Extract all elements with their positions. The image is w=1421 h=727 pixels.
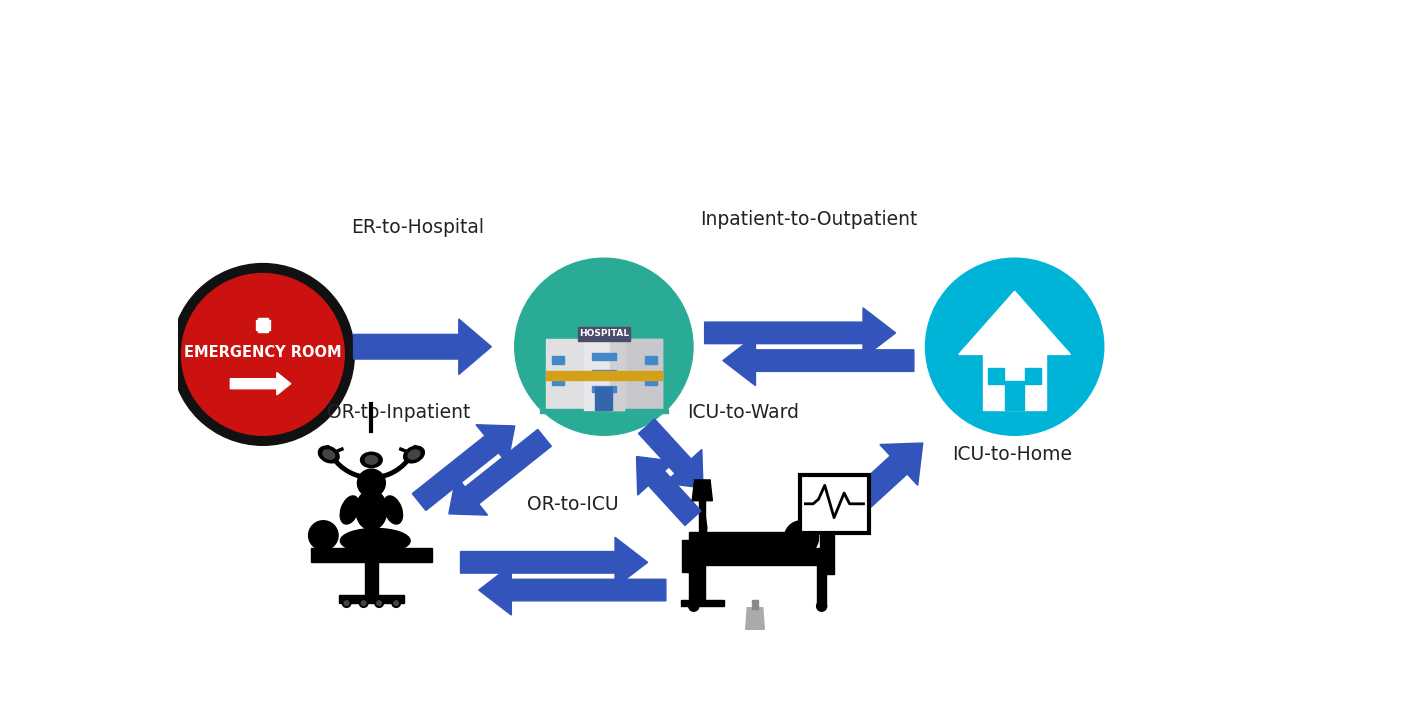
FancyArrow shape	[638, 419, 703, 488]
Ellipse shape	[404, 446, 425, 463]
Bar	[593, 369, 615, 376]
Bar	[988, 369, 1003, 384]
Bar	[338, 595, 404, 603]
Circle shape	[308, 521, 338, 550]
Ellipse shape	[318, 446, 340, 463]
Bar	[1005, 381, 1025, 410]
Circle shape	[361, 601, 367, 606]
Bar	[551, 377, 564, 385]
Ellipse shape	[384, 496, 402, 524]
Bar	[546, 339, 662, 410]
Bar	[546, 371, 662, 380]
Text: ER-to-Hospital: ER-to-Hospital	[351, 218, 485, 237]
Text: ICU-to-Home: ICU-to-Home	[952, 445, 1073, 464]
Bar	[593, 353, 615, 360]
Circle shape	[377, 601, 381, 606]
Bar	[551, 356, 564, 364]
Ellipse shape	[323, 450, 335, 459]
Bar	[817, 561, 826, 605]
FancyArrow shape	[412, 425, 514, 510]
Bar	[256, 320, 270, 330]
Text: ICU-to-Ward: ICU-to-Ward	[688, 403, 800, 422]
Ellipse shape	[355, 490, 387, 530]
FancyArrow shape	[460, 537, 648, 587]
Bar	[257, 318, 269, 332]
Circle shape	[172, 264, 354, 446]
Text: OR-to-Inpatient: OR-to-Inpatient	[327, 403, 470, 422]
Text: OR-to-ICU: OR-to-ICU	[527, 495, 618, 514]
Bar	[365, 561, 378, 598]
Circle shape	[344, 601, 350, 606]
Text: EMERGENCY ROOM: EMERGENCY ROOM	[185, 345, 341, 361]
Circle shape	[392, 599, 401, 607]
Text: HOSPITAL: HOSPITAL	[578, 329, 630, 338]
FancyArrow shape	[479, 565, 666, 615]
Circle shape	[182, 273, 344, 435]
Circle shape	[360, 599, 368, 607]
Circle shape	[817, 601, 827, 611]
Bar	[610, 329, 624, 410]
Bar	[540, 409, 668, 412]
Bar	[983, 355, 1046, 410]
Polygon shape	[692, 480, 712, 501]
Ellipse shape	[365, 456, 378, 464]
Bar	[595, 387, 612, 410]
Bar	[689, 531, 814, 553]
Polygon shape	[959, 292, 1070, 355]
FancyArrow shape	[637, 457, 701, 526]
FancyArrow shape	[354, 319, 492, 374]
Bar	[681, 600, 725, 606]
Bar	[645, 356, 657, 364]
Ellipse shape	[340, 496, 360, 524]
Bar	[1026, 369, 1042, 384]
Polygon shape	[746, 608, 764, 630]
Circle shape	[925, 258, 1104, 435]
FancyArrow shape	[723, 336, 914, 385]
Bar	[682, 540, 695, 572]
FancyArrow shape	[705, 308, 895, 358]
Bar	[593, 386, 615, 392]
Bar	[752, 600, 757, 609]
Bar	[685, 547, 833, 565]
Bar	[689, 561, 699, 605]
Bar	[820, 534, 834, 574]
Text: Inpatient-to-Outpatient: Inpatient-to-Outpatient	[701, 210, 918, 229]
Ellipse shape	[408, 450, 419, 459]
Ellipse shape	[341, 529, 411, 553]
Circle shape	[375, 599, 384, 607]
Circle shape	[784, 521, 818, 555]
Ellipse shape	[361, 452, 382, 467]
Circle shape	[394, 601, 398, 606]
Bar	[621, 339, 662, 410]
Circle shape	[689, 601, 699, 611]
Bar	[645, 377, 657, 385]
Circle shape	[358, 469, 385, 497]
FancyArrow shape	[230, 372, 291, 395]
Circle shape	[342, 599, 351, 607]
FancyBboxPatch shape	[800, 475, 868, 533]
FancyArrow shape	[449, 430, 551, 515]
Bar	[311, 548, 432, 562]
Bar	[584, 329, 624, 410]
Circle shape	[514, 258, 693, 435]
FancyArrow shape	[824, 443, 922, 534]
Bar	[699, 480, 705, 605]
Bar	[577, 327, 631, 342]
